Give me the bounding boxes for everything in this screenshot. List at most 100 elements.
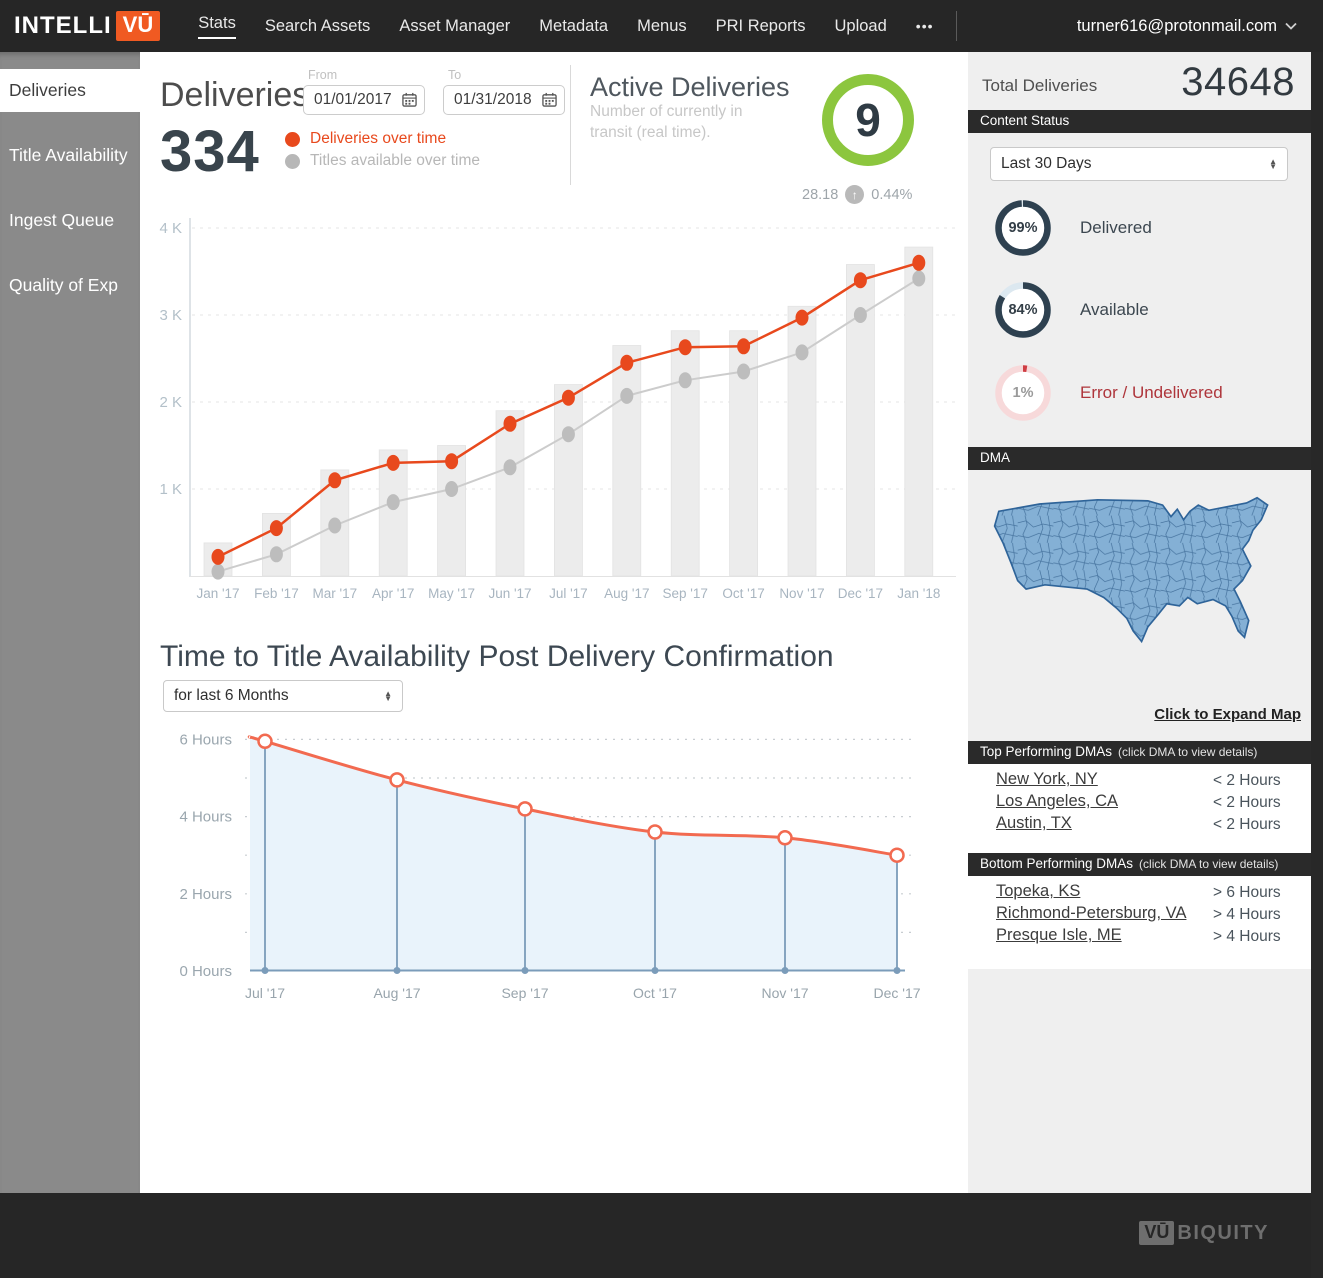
- active-deliveries-subtitle: Number of currently in transit (real tim…: [590, 103, 743, 141]
- top-nav: INTELLI VŪ Stats Search Assets Asset Man…: [0, 0, 1323, 52]
- availability-range-select[interactable]: for last 6 Months ▲ ▼: [163, 680, 403, 712]
- svg-text:3 K: 3 K: [159, 307, 182, 324]
- svg-text:Sep '17: Sep '17: [501, 985, 548, 1001]
- from-label: From: [308, 68, 338, 82]
- calendar-icon[interactable]: [402, 92, 417, 107]
- error-label: Error / Undelivered: [1080, 383, 1223, 402]
- calendar-icon[interactable]: [542, 92, 557, 107]
- svg-text:Aug '17: Aug '17: [604, 586, 649, 601]
- nav-item-metadata[interactable]: Metadata: [539, 16, 609, 35]
- from-date-input[interactable]: [303, 85, 425, 115]
- dma-link-topeka[interactable]: Topeka, KS: [996, 882, 1081, 900]
- select-value: for last 6 Months: [174, 687, 289, 704]
- logo-text: INTELLI: [14, 12, 112, 39]
- expand-map-link[interactable]: Click to Expand Map: [1154, 706, 1301, 723]
- nav-item-upload[interactable]: Upload: [834, 16, 887, 35]
- legend-label: Deliveries over time: [310, 130, 447, 147]
- svg-text:Nov '17: Nov '17: [761, 985, 808, 1001]
- select-arrows-icon: ▲ ▼: [1269, 157, 1277, 171]
- svg-text:Mar '17: Mar '17: [313, 586, 358, 601]
- svg-text:4 Hours: 4 Hours: [179, 809, 232, 826]
- svg-text:2 K: 2 K: [159, 394, 182, 411]
- deliveries-chart: 1 K 2 K 3 K 4 K Jan '17 Feb '17 Mar '17 Apr '17…: [150, 200, 962, 610]
- dma-value: < 2 Hours: [1213, 794, 1281, 811]
- top-dmas-header: Top Performing DMAs (click DMA to view d…: [968, 741, 1311, 764]
- status-delivered: 99% Delivered: [994, 199, 1152, 257]
- sidebar-item-quality-of-exp[interactable]: Quality of Exp: [9, 275, 118, 295]
- error-pct: 1%: [1012, 385, 1034, 401]
- svg-text:Jan '17: Jan '17: [196, 586, 239, 601]
- select-value: Last 30 Days: [1001, 155, 1092, 172]
- legend-titles: Titles available over time: [285, 152, 480, 170]
- dma-value: < 2 Hours: [1213, 772, 1281, 789]
- status-available: 84% Available: [994, 281, 1149, 339]
- dma-link-austin[interactable]: Austin, TX: [996, 814, 1072, 832]
- svg-text:Jul '17: Jul '17: [245, 985, 285, 1001]
- chevron-down-icon: [1285, 22, 1297, 30]
- legend-label: Titles available over time: [310, 152, 480, 169]
- right-panel: Total Deliveries 34648 Content Status La…: [968, 52, 1311, 1193]
- content-status-range-select[interactable]: Last 30 Days ▲ ▼: [990, 147, 1288, 181]
- bottom-dmas-header: Bottom Performing DMAs (click DMA to vie…: [968, 853, 1311, 876]
- dma-value: > 4 Hours: [1213, 906, 1281, 923]
- nav-item-menus[interactable]: Menus: [637, 16, 687, 35]
- arrow-up-icon: ↑: [845, 185, 865, 204]
- nav-item-asset-manager[interactable]: Asset Manager: [399, 16, 511, 35]
- sidebar-item-title-availability[interactable]: Title Availability: [9, 145, 128, 165]
- dma-link-los-angeles[interactable]: Los Angeles, CA: [996, 792, 1118, 810]
- section-header-label: Bottom Performing DMAs: [980, 856, 1134, 871]
- availability-chart: 0 Hours 2 Hours 4 Hours 6 Hours Jul '17 Aug '…: [150, 715, 950, 1015]
- legend-dot-gray: [285, 153, 300, 169]
- total-deliveries-value: 34648: [1181, 60, 1295, 104]
- legend-deliveries: Deliveries over time: [285, 130, 446, 148]
- svg-text:Feb '17: Feb '17: [254, 586, 299, 601]
- vubiquity-logo: VŪ BIQUITY: [1139, 1221, 1269, 1245]
- us-dma-map[interactable]: [982, 477, 1297, 699]
- svg-text:Oct '17: Oct '17: [633, 985, 677, 1001]
- deliveries-count: 334: [160, 119, 260, 184]
- nav-item-search-assets[interactable]: Search Assets: [264, 16, 371, 35]
- select-arrows-icon: ▲ ▼: [384, 689, 392, 703]
- svg-text:4 K: 4 K: [159, 220, 182, 237]
- delivery-trend-stat: 28.18 ↑ 0.44%: [802, 185, 912, 204]
- top-dmas-list: New York, NY < 2 Hours Los Angeles, CA <…: [968, 764, 1311, 853]
- section-header-label: Top Performing DMAs: [980, 744, 1113, 759]
- svg-text:Jul '17: Jul '17: [549, 586, 588, 601]
- svg-text:Aug '17: Aug '17: [373, 985, 420, 1001]
- account-menu[interactable]: turner616@protonmail.com: [1077, 17, 1297, 36]
- sidebar-item-ingest-queue[interactable]: Ingest Queue: [9, 210, 115, 230]
- page-title: Deliveries: [160, 76, 310, 114]
- main-content: Deliveries 334 From To Deliveries over t…: [140, 52, 968, 1193]
- dma-link-new-york[interactable]: New York, NY: [996, 770, 1098, 788]
- sidebar-item-deliveries[interactable]: Deliveries: [0, 69, 140, 112]
- section-header-label: DMA: [980, 450, 1010, 465]
- section-header-note: (click DMA to view details): [1139, 857, 1279, 871]
- svg-text:Dec '17: Dec '17: [838, 586, 883, 601]
- svg-text:1 K: 1 K: [159, 481, 182, 498]
- to-date-input[interactable]: [443, 85, 565, 115]
- active-deliveries-value: 9: [855, 94, 881, 146]
- svg-text:0 Hours: 0 Hours: [179, 963, 232, 980]
- dma-value: > 4 Hours: [1213, 928, 1281, 945]
- scrollbar-track[interactable]: [1311, 0, 1323, 1278]
- vubiquity-vu-badge: VŪ: [1139, 1221, 1175, 1245]
- dma-value: < 2 Hours: [1213, 816, 1281, 833]
- logo-vu-badge: VŪ: [115, 11, 161, 41]
- footer: VŪ BIQUITY: [0, 1193, 1311, 1278]
- dma-link-richmond-petersburg[interactable]: Richmond-Petersburg, VA: [996, 904, 1187, 922]
- available-label: Available: [1080, 300, 1149, 319]
- bottom-dmas-list: Topeka, KS > 6 Hours Richmond-Petersburg…: [968, 876, 1311, 969]
- nav-item-stats[interactable]: Stats: [198, 14, 236, 39]
- dma-link-presque-isle[interactable]: Presque Isle, ME: [996, 926, 1122, 944]
- intellivu-logo[interactable]: INTELLI VŪ: [14, 11, 161, 41]
- more-menu-icon[interactable]: •••: [915, 18, 934, 34]
- svg-text:Sep '17: Sep '17: [663, 586, 708, 601]
- svg-text:Apr '17: Apr '17: [372, 586, 414, 601]
- section-header-label: Content Status: [980, 113, 1070, 128]
- delivered-ring: [994, 199, 1052, 262]
- nav-item-pri-reports[interactable]: PRI Reports: [715, 16, 806, 35]
- content-status-header: Content Status: [968, 110, 1311, 133]
- to-label: To: [448, 68, 462, 82]
- svg-text:6 Hours: 6 Hours: [179, 731, 232, 748]
